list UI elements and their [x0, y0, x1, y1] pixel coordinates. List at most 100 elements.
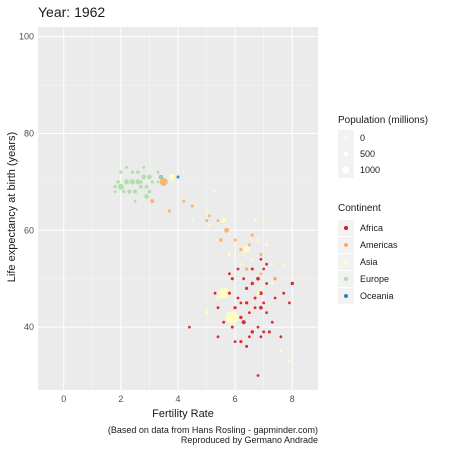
point-europe: [135, 179, 141, 185]
point-americas: [239, 248, 243, 252]
point-asia: [225, 311, 239, 324]
point-africa: [270, 320, 274, 324]
point-americas: [159, 177, 168, 186]
point-asia: [218, 287, 230, 299]
size-legend-symbol: [343, 151, 349, 157]
point-africa: [250, 281, 254, 286]
point-asia: [216, 296, 220, 300]
point-africa: [233, 306, 237, 310]
color-legend-symbol: [344, 243, 348, 247]
point-americas: [190, 204, 194, 208]
color-legend-symbol: [344, 294, 348, 298]
point-europe: [141, 174, 147, 180]
point-africa: [216, 306, 220, 310]
point-africa: [241, 320, 246, 325]
caption-source: (Based on data from Hans Rosling - gapmi…: [108, 425, 318, 435]
size-legend-symbol: [342, 166, 350, 174]
point-asia: [265, 243, 268, 247]
point-africa: [288, 301, 291, 305]
point-asia: [256, 291, 260, 295]
x-tick-label: 0: [61, 394, 66, 404]
point-africa: [265, 262, 268, 266]
point-africa: [242, 277, 246, 281]
point-africa: [256, 374, 260, 377]
point-africa: [245, 344, 249, 348]
point-asia: [227, 252, 232, 257]
point-europe: [150, 180, 154, 184]
point-europe: [156, 170, 160, 174]
color-legend: Continent Africa Americas Asia Europe Oceani…: [338, 203, 398, 304]
point-americas: [150, 199, 155, 204]
point-asia: [243, 246, 250, 253]
point-americas: [233, 238, 237, 242]
point-americas: [205, 219, 209, 223]
y-tick-label: 100: [19, 32, 34, 42]
point-africa: [259, 291, 263, 296]
point-africa: [239, 315, 243, 320]
point-europe: [139, 180, 143, 184]
color-legend-label: Africa: [360, 223, 383, 233]
point-africa: [267, 330, 271, 334]
point-africa: [253, 306, 257, 310]
color-legend-symbol: [344, 277, 348, 281]
point-africa: [256, 276, 260, 281]
point-asia: [282, 262, 286, 266]
point-africa: [236, 296, 240, 300]
point-europe: [125, 165, 129, 169]
point-africa: [256, 325, 260, 329]
size-legend-label: 1000: [360, 165, 380, 175]
color-legend-label: Americas: [360, 240, 398, 250]
point-americas: [259, 253, 263, 256]
point-americas: [182, 199, 186, 203]
point-americas: [273, 277, 277, 281]
color-legend-label: Asia: [360, 257, 378, 267]
point-asia: [190, 219, 194, 223]
point-europe: [165, 180, 169, 184]
point-africa: [265, 311, 268, 314]
point-africa: [227, 291, 231, 295]
point-americas: [245, 267, 249, 271]
color-legend-label: Europe: [360, 274, 389, 284]
point-europe: [116, 180, 120, 184]
caption-credit: Reproduced by Germano Andrade: [181, 435, 318, 445]
point-asia: [250, 257, 254, 261]
point-africa: [253, 296, 257, 300]
color-legend-symbol: [344, 226, 348, 230]
point-africa: [248, 335, 251, 339]
point-europe: [129, 179, 135, 185]
point-africa: [236, 267, 240, 271]
point-europe: [159, 175, 163, 179]
point-europe: [139, 184, 143, 189]
point-asia: [182, 170, 186, 174]
point-asia: [270, 282, 274, 285]
point-americas: [219, 238, 223, 242]
point-europe: [156, 180, 160, 184]
color-legend-symbol: [344, 260, 348, 264]
point-europe: [147, 189, 152, 194]
point-africa: [290, 281, 294, 286]
point-asia: [239, 262, 243, 266]
x-tick-label: 6: [233, 394, 238, 404]
x-tick-label: 2: [118, 394, 123, 404]
point-africa: [239, 340, 243, 344]
point-asia: [169, 173, 176, 181]
point-africa: [265, 282, 268, 285]
point-africa: [245, 286, 249, 290]
point-europe: [147, 174, 152, 180]
y-axis-title: Life expectancy at birth (years): [6, 132, 18, 282]
point-europe: [133, 189, 138, 194]
point-europe: [121, 189, 126, 194]
point-africa: [216, 335, 220, 339]
data-points: [113, 165, 294, 377]
point-africa: [188, 325, 191, 329]
point-europe: [142, 166, 146, 169]
point-americas: [250, 233, 254, 237]
point-americas: [259, 272, 263, 276]
size-legend-label: 500: [360, 149, 375, 159]
point-africa: [250, 330, 255, 334]
point-africa: [250, 267, 254, 271]
point-europe: [144, 184, 149, 189]
point-asia: [204, 310, 209, 315]
point-asia: [256, 238, 260, 242]
